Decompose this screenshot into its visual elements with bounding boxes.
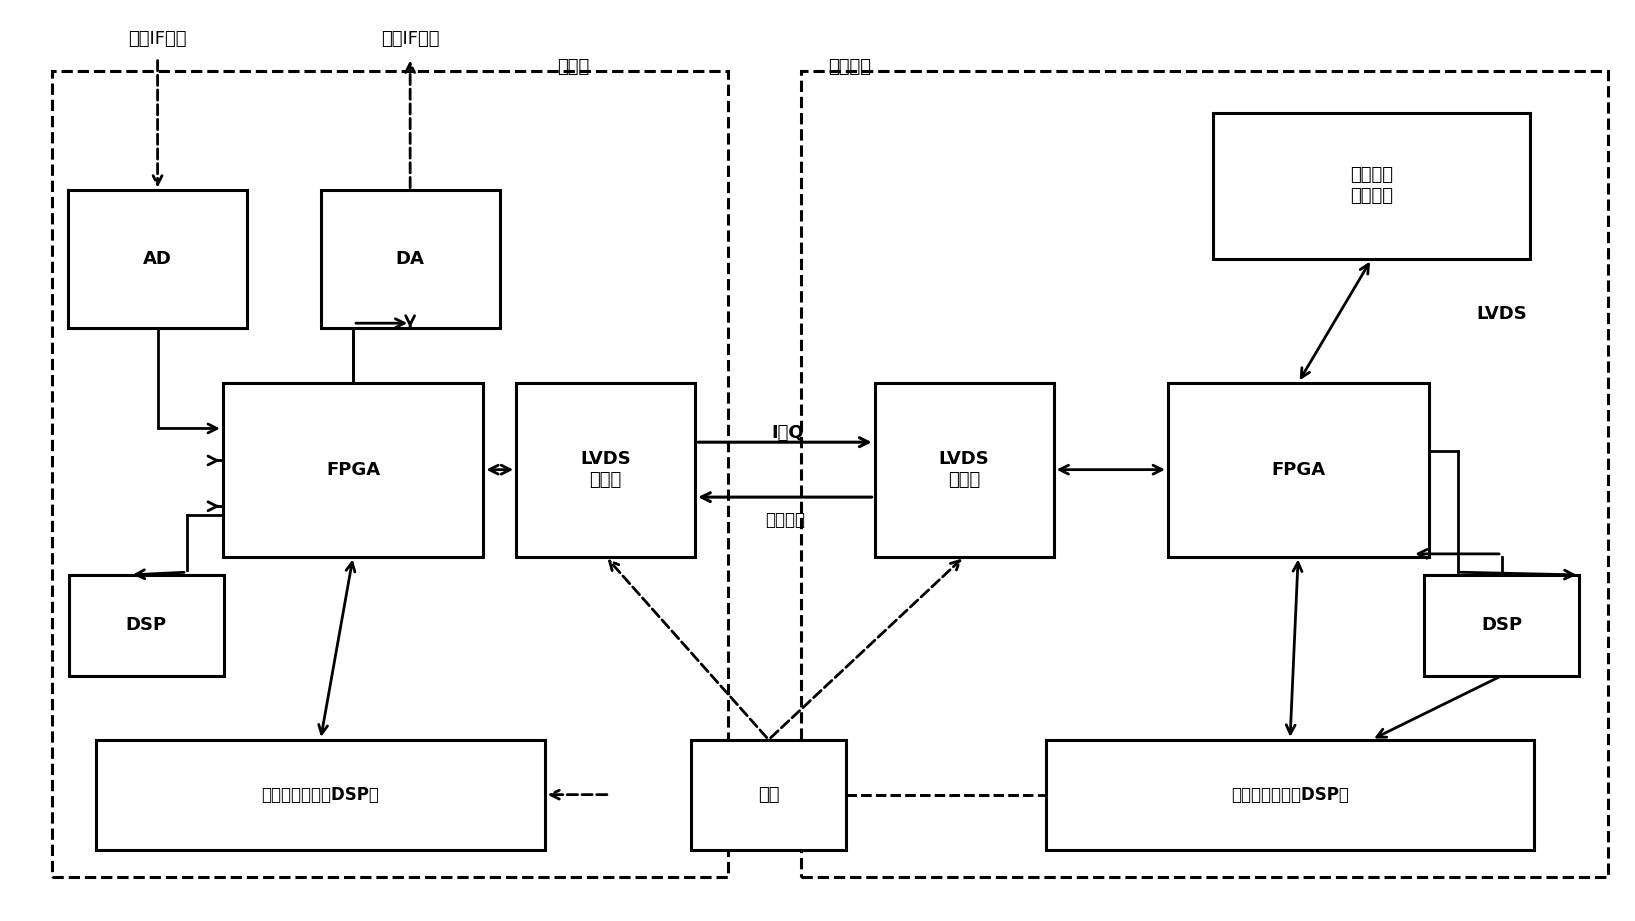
Bar [69, 575, 224, 676]
Text: DA: DA [396, 251, 425, 268]
Text: FPGA: FPGA [1270, 460, 1326, 479]
Bar [320, 191, 500, 328]
Text: I、Q: I、Q [772, 424, 804, 442]
Text: LVDS
驱动器: LVDS 驱动器 [938, 450, 989, 489]
Bar [875, 383, 1055, 556]
Bar [1424, 575, 1579, 676]
Text: FPGA: FPGA [325, 460, 381, 479]
Text: 数字中频: 数字中频 [765, 511, 804, 529]
Text: DSP: DSP [126, 616, 167, 635]
Text: LVDS: LVDS [1476, 305, 1527, 323]
Text: 数字音频
通信体制: 数字音频 通信体制 [1351, 167, 1393, 205]
Text: 模拟IF输出: 模拟IF输出 [381, 30, 440, 49]
Text: 总线协议解析（DSP）: 总线协议解析（DSP） [1231, 786, 1349, 804]
Bar [96, 740, 544, 849]
Bar [1213, 112, 1530, 259]
Text: 模拟IF输入: 模拟IF输入 [128, 30, 186, 49]
Text: 总线协议解析（DSP）: 总线协议解析（DSP） [262, 786, 379, 804]
Bar [69, 191, 247, 328]
Bar [1167, 383, 1429, 556]
Bar [517, 383, 695, 556]
Bar [1046, 740, 1535, 849]
Bar [801, 72, 1607, 877]
Bar [222, 383, 484, 556]
Text: AD: AD [144, 251, 172, 268]
Bar [692, 740, 845, 849]
Bar [52, 72, 728, 877]
Text: DSP: DSP [1481, 616, 1522, 635]
Text: 信道板: 信道板 [558, 58, 589, 76]
Text: LVDS
驱动器: LVDS 驱动器 [580, 450, 631, 489]
Text: 时钟: 时钟 [759, 786, 780, 804]
Text: 信号处理: 信号处理 [829, 58, 871, 76]
